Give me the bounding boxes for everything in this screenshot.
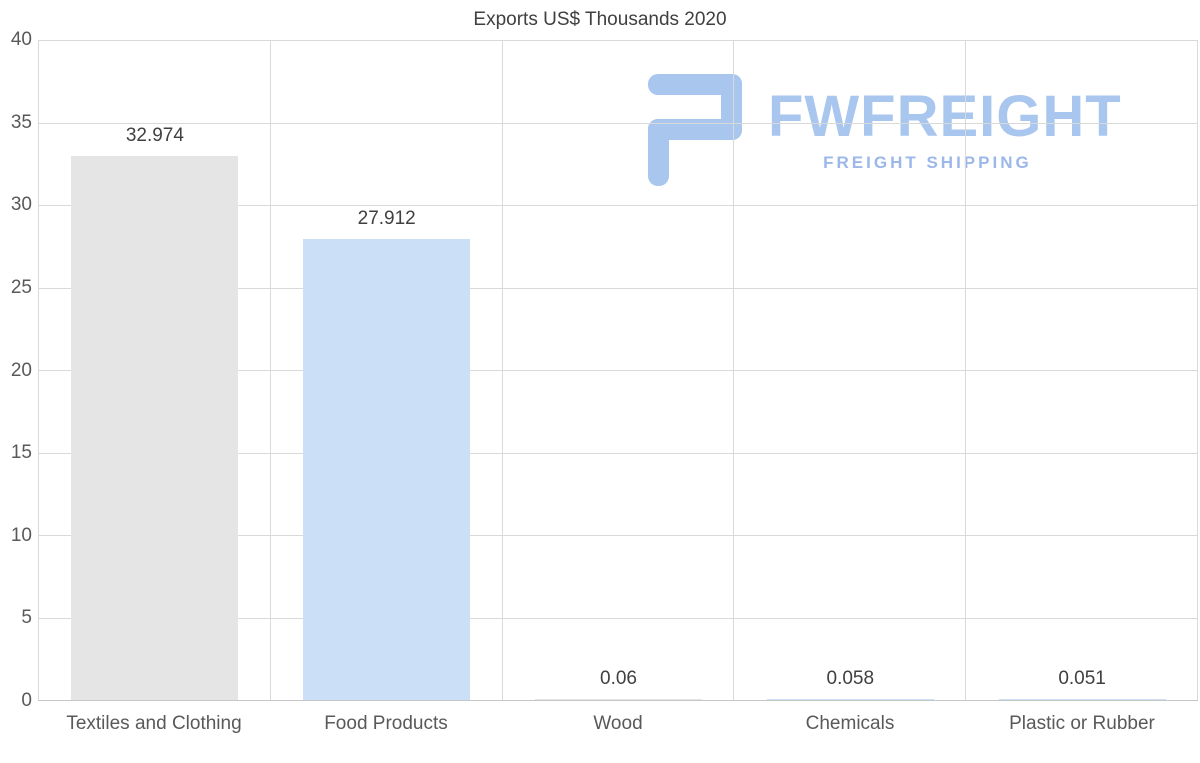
gridline-horizontal bbox=[39, 370, 1198, 371]
logo-tagline: FREIGHT SHIPPING bbox=[823, 153, 1032, 172]
bar bbox=[766, 698, 934, 700]
x-axis-label: Food Products bbox=[324, 713, 448, 734]
chart-title: Exports US$ Thousands 2020 bbox=[473, 9, 727, 30]
gridline-vertical bbox=[965, 40, 967, 700]
x-axis-label: Plastic or Rubber bbox=[1009, 713, 1155, 734]
y-tick-label: 35 bbox=[10, 111, 32, 133]
gridline-vertical bbox=[501, 40, 503, 700]
x-axis-label: Textiles and Clothing bbox=[66, 713, 242, 734]
y-tick-label: 5 bbox=[21, 607, 32, 629]
x-axis-label: Chemicals bbox=[805, 713, 895, 734]
gridline-horizontal bbox=[39, 40, 1198, 41]
bar-band: 27.912 bbox=[271, 40, 503, 700]
y-tick-label: 40 bbox=[10, 29, 32, 50]
gridline-horizontal bbox=[39, 617, 1198, 619]
gridline-horizontal bbox=[39, 535, 1198, 536]
bar-value-label: 0.058 bbox=[826, 667, 875, 689]
y-tick-label: 25 bbox=[10, 276, 32, 298]
gridline-vertical bbox=[1197, 40, 1198, 700]
gridline-horizontal bbox=[39, 205, 1198, 206]
bar-value-label: 0.051 bbox=[1058, 667, 1106, 689]
fwfreight-logo: FWFREIGHT FREIGHT SHIPPING bbox=[646, 70, 1122, 188]
bar-value-label: 0.06 bbox=[600, 667, 637, 689]
logo-text-block: FWFREIGHT FREIGHT SHIPPING bbox=[768, 88, 1122, 173]
y-axis: 0 5 10 15 20 25 30 35 40 bbox=[0, 29, 32, 711]
bar-band: 32.974 bbox=[39, 40, 271, 700]
x-axis-label: Wood bbox=[593, 713, 643, 734]
gridline-vertical bbox=[269, 40, 271, 700]
x-axis: Textiles and Clothing Food Products Wood Ch… bbox=[38, 711, 1198, 743]
logo-wordmark: FWFREIGHT bbox=[768, 84, 1122, 149]
gridline-horizontal bbox=[39, 452, 1198, 454]
bar-band: 0.058 bbox=[734, 40, 966, 700]
bar bbox=[998, 698, 1166, 700]
plot-area: 32.974 27.912 0.06 0.058 0.051 bbox=[38, 40, 1198, 701]
bar bbox=[71, 155, 239, 700]
y-tick-label: 0 bbox=[21, 690, 32, 711]
fwfreight-logo-icon bbox=[648, 74, 742, 186]
gridline-horizontal bbox=[39, 287, 1198, 289]
y-tick-label: 15 bbox=[10, 442, 32, 464]
bar-value-label: 27.912 bbox=[357, 208, 416, 230]
y-tick-label: 30 bbox=[10, 194, 32, 216]
y-tick-label: 10 bbox=[10, 524, 32, 546]
gridline-horizontal bbox=[39, 122, 1198, 124]
bar bbox=[303, 239, 471, 700]
bar bbox=[535, 698, 702, 700]
bar-value-label: 32.974 bbox=[125, 124, 184, 146]
gridline-vertical bbox=[733, 40, 735, 700]
y-tick-label: 20 bbox=[10, 359, 32, 381]
bar-band: 0.051 bbox=[966, 40, 1198, 700]
bar-band: 0.06 bbox=[503, 40, 735, 700]
